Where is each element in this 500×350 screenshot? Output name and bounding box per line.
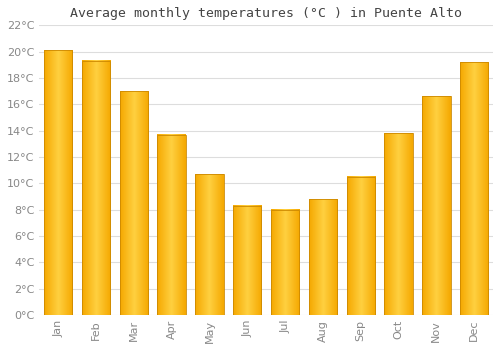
Bar bbox=[196, 174, 224, 315]
Bar bbox=[196, 174, 224, 315]
Bar bbox=[82, 61, 110, 315]
Bar bbox=[384, 133, 412, 315]
Bar bbox=[82, 61, 110, 315]
Bar bbox=[460, 62, 488, 315]
Bar bbox=[233, 206, 262, 315]
Bar bbox=[233, 206, 262, 315]
Bar bbox=[271, 210, 300, 315]
Bar bbox=[158, 135, 186, 315]
Bar bbox=[460, 62, 488, 315]
Bar bbox=[422, 96, 450, 315]
Title: Average monthly temperatures (°C ) in Puente Alto: Average monthly temperatures (°C ) in Pu… bbox=[70, 7, 462, 20]
Bar bbox=[271, 210, 300, 315]
Bar bbox=[120, 91, 148, 315]
Bar bbox=[422, 96, 450, 315]
Bar bbox=[346, 177, 375, 315]
Bar bbox=[44, 50, 72, 315]
Bar bbox=[158, 135, 186, 315]
Bar bbox=[120, 91, 148, 315]
Bar bbox=[44, 50, 72, 315]
Bar bbox=[308, 199, 337, 315]
Bar bbox=[346, 177, 375, 315]
Bar bbox=[384, 133, 412, 315]
Bar bbox=[308, 199, 337, 315]
